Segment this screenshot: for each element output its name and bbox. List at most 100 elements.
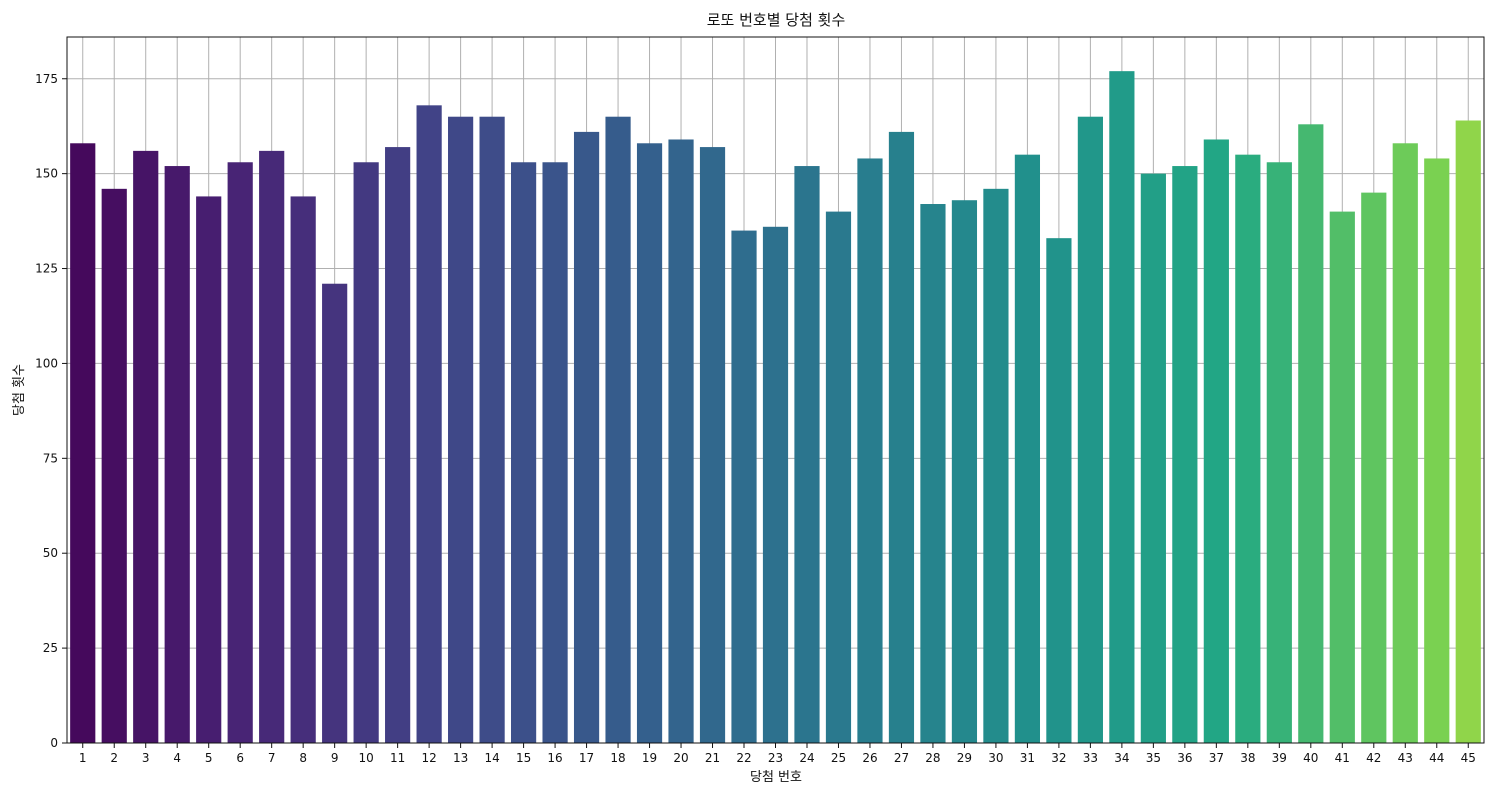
x-tick-label: 28	[925, 751, 940, 765]
bar-17	[573, 131, 600, 744]
bar-37	[1203, 139, 1229, 743]
x-tick-label: 9	[331, 751, 339, 765]
x-tick-label: 3	[142, 751, 150, 765]
bars	[70, 71, 1481, 744]
bar-31	[1014, 154, 1041, 743]
x-tick-label: 25	[831, 751, 846, 765]
x-tick-label: 45	[1461, 751, 1476, 765]
bar-24	[794, 166, 820, 743]
bar-13	[448, 116, 474, 744]
x-tick-label: 13	[453, 751, 468, 765]
bar-11	[385, 147, 411, 744]
bar-32	[1046, 238, 1072, 743]
bar-35	[1140, 173, 1166, 744]
x-tick-label: 43	[1398, 751, 1413, 765]
bar-22	[731, 230, 757, 744]
x-tick-label: 15	[516, 751, 531, 765]
bar-45	[1455, 120, 1481, 744]
y-tick-label: 125	[35, 262, 58, 276]
bar-26	[857, 158, 883, 743]
bar-28	[920, 204, 946, 744]
x-tick-label: 14	[484, 751, 499, 765]
x-tick-label: 6	[236, 751, 244, 765]
bar-12	[416, 105, 442, 744]
y-axis-label: 당첨 횟수	[12, 364, 27, 416]
x-tick-label: 1	[79, 751, 87, 765]
bar-38	[1235, 154, 1261, 743]
x-tick-label: 35	[1146, 751, 1161, 765]
bar-23	[762, 226, 789, 744]
x-tick-label: 31	[1020, 751, 1035, 765]
x-tick-label: 5	[205, 751, 213, 765]
y-tick-label: 175	[35, 72, 58, 86]
x-tick-label: 27	[894, 751, 909, 765]
x-tick-label: 18	[610, 751, 625, 765]
y-axis-ticks: 0 25 50 75 100 125 150 175	[35, 72, 67, 750]
y-tick-label: 100	[35, 356, 58, 370]
x-tick-label: 23	[768, 751, 783, 765]
bar-21	[699, 147, 726, 744]
x-tick-label: 32	[1051, 751, 1066, 765]
bar-3	[133, 150, 159, 743]
y-tick-label: 75	[43, 451, 58, 465]
x-tick-label: 37	[1209, 751, 1224, 765]
bar-30	[983, 188, 1009, 744]
bar-2	[101, 188, 127, 744]
bar-40	[1298, 124, 1324, 743]
x-tick-label: 2	[110, 751, 118, 765]
x-tick-label: 8	[299, 751, 307, 765]
bar-39	[1266, 162, 1292, 744]
bar-16	[542, 162, 568, 744]
bar-1	[70, 143, 96, 744]
bar-25	[825, 211, 852, 743]
x-tick-label: 12	[421, 751, 436, 765]
bar-42	[1361, 192, 1387, 743]
bar-14	[479, 116, 505, 744]
y-tick-label: 25	[43, 641, 58, 655]
chart-title: 로또 번호별 당첨 횟수	[707, 11, 846, 29]
x-tick-label: 24	[799, 751, 814, 765]
x-tick-label: 20	[673, 751, 688, 765]
x-tick-label: 42	[1366, 751, 1381, 765]
x-tick-label: 39	[1272, 751, 1287, 765]
bar-6	[227, 162, 253, 744]
x-tick-label: 29	[957, 751, 972, 765]
bar-10	[353, 162, 379, 744]
bar-15	[510, 162, 537, 744]
x-tick-label: 34	[1114, 751, 1129, 765]
x-tick-label: 21	[705, 751, 720, 765]
bar-27	[888, 131, 915, 744]
x-tick-label: 16	[547, 751, 562, 765]
bar-29	[951, 200, 978, 743]
x-tick-label: 17	[579, 751, 594, 765]
x-tick-label: 36	[1177, 751, 1192, 765]
bar-34	[1109, 71, 1135, 743]
bar-8	[290, 196, 316, 743]
bar-18	[605, 116, 631, 744]
y-tick-label: 0	[50, 736, 58, 750]
x-tick-label: 4	[173, 751, 181, 765]
bar-41	[1329, 211, 1355, 743]
x-tick-label: 38	[1240, 751, 1255, 765]
bar-5	[196, 196, 222, 743]
bar-20	[668, 139, 694, 743]
x-tick-label: 41	[1335, 751, 1350, 765]
bar-19	[636, 143, 663, 744]
x-tick-label: 7	[268, 751, 276, 765]
x-tick-label: 33	[1083, 751, 1098, 765]
x-tick-label: 26	[862, 751, 877, 765]
bar-7	[259, 150, 285, 743]
x-tick-label: 11	[390, 751, 405, 765]
x-tick-label: 40	[1303, 751, 1318, 765]
bar-4	[164, 166, 190, 743]
x-tick-label: 44	[1429, 751, 1444, 765]
bar-9	[322, 283, 348, 743]
y-tick-label: 150	[35, 167, 58, 181]
y-tick-label: 50	[43, 546, 58, 560]
x-tick-label: 19	[642, 751, 657, 765]
plot-frame	[66, 36, 1485, 744]
x-axis-ticks: 1 2 3 4 5 6 7 8 9 10 11 12 13 14 15 16 17 18 19 20 21 22 23 24 2…	[79, 743, 1476, 765]
x-tick-label: 22	[736, 751, 751, 765]
